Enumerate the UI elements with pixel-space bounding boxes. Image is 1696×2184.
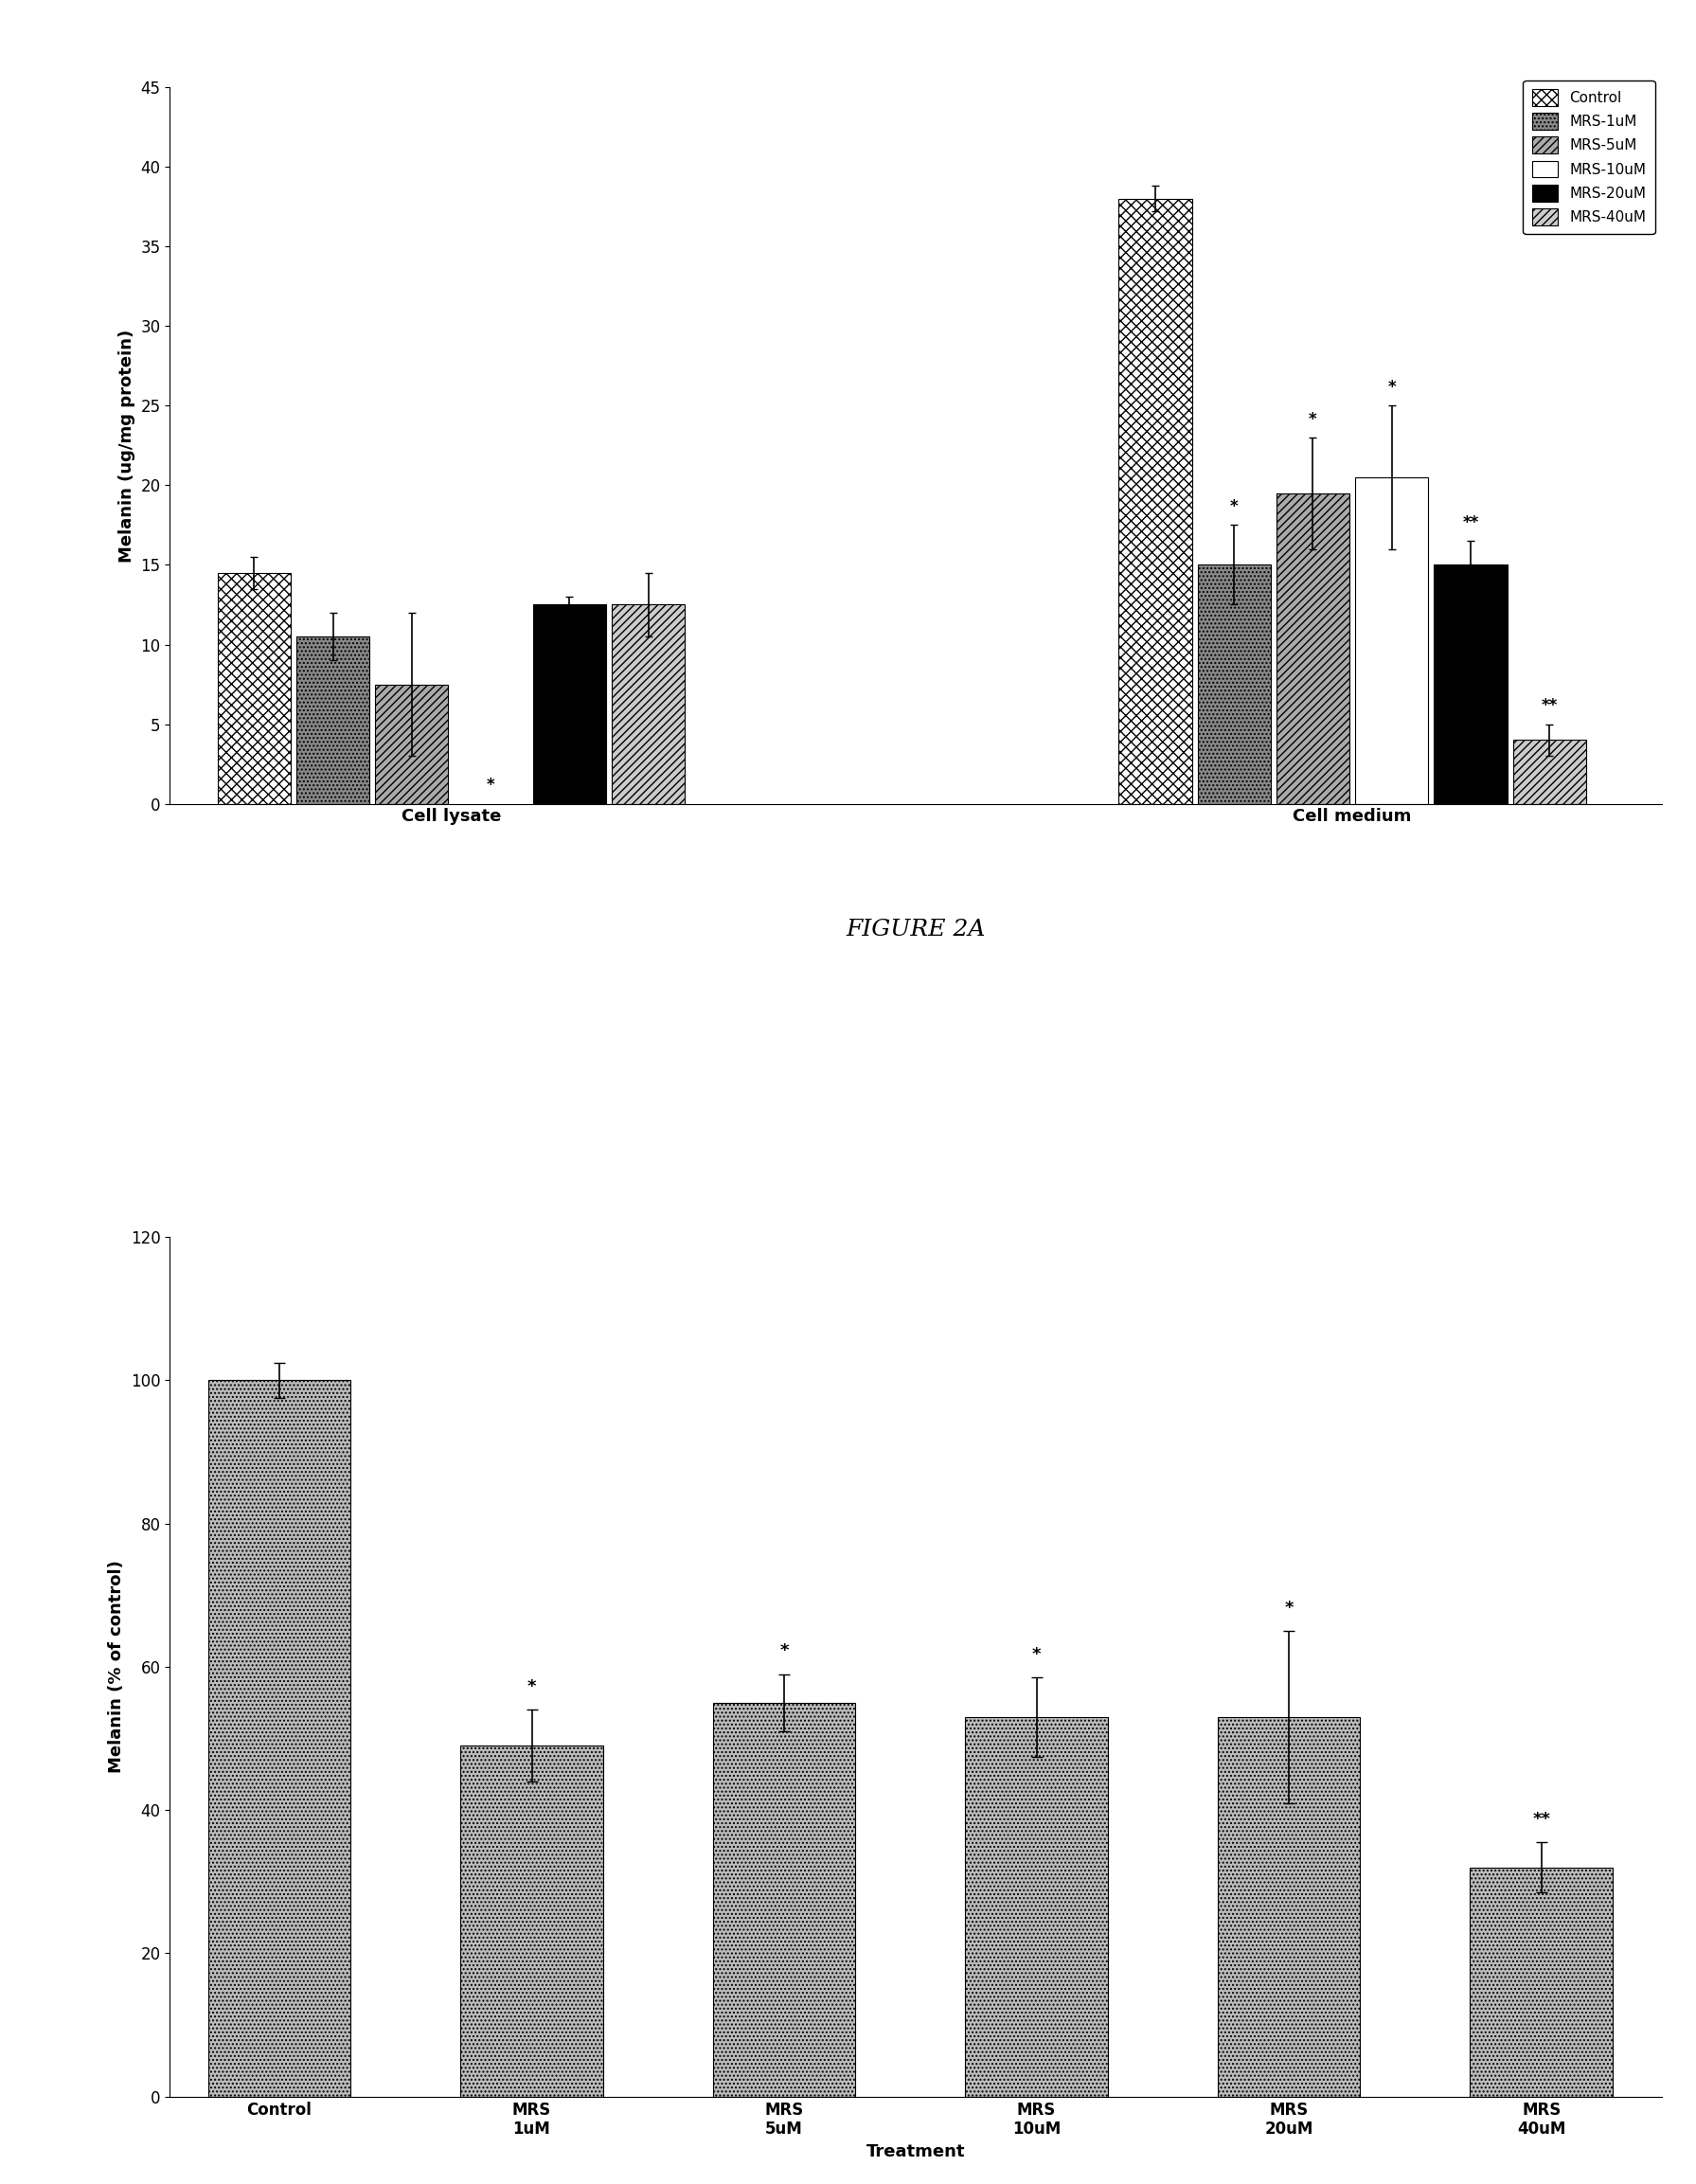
Text: *: * — [1284, 1599, 1294, 1616]
Text: **: ** — [1462, 515, 1479, 531]
Bar — [1218, 1717, 1360, 2097]
Text: *: * — [1309, 411, 1318, 428]
Bar — [1277, 494, 1350, 804]
Bar — [460, 1745, 604, 2097]
Bar — [209, 1380, 351, 2097]
Text: *: * — [487, 778, 495, 795]
Text: *: * — [1033, 1647, 1041, 1664]
Bar — [217, 572, 290, 804]
Text: *: * — [527, 1679, 536, 1695]
Text: **: ** — [1533, 1811, 1550, 1828]
Legend: Control, MRS-1uM, MRS-5uM, MRS-10uM, MRS-20uM, MRS-40uM: Control, MRS-1uM, MRS-5uM, MRS-10uM, MRS… — [1523, 81, 1655, 234]
Bar — [297, 636, 370, 804]
Text: FIGURE 2A: FIGURE 2A — [846, 917, 985, 939]
Bar — [965, 1717, 1107, 2097]
Bar — [533, 605, 605, 804]
X-axis label: Treatment: Treatment — [867, 2143, 965, 2160]
Y-axis label: Melanin (ug/mg protein): Melanin (ug/mg protein) — [119, 330, 136, 561]
Bar — [612, 605, 685, 804]
Y-axis label: Melanin (% of control): Melanin (% of control) — [109, 1559, 126, 1773]
Bar — [1435, 566, 1508, 804]
Bar — [1355, 478, 1428, 804]
Bar — [1119, 199, 1192, 804]
Text: **: ** — [1542, 697, 1557, 714]
Bar — [712, 1704, 855, 2097]
Bar — [1470, 1867, 1613, 2097]
Text: *: * — [1230, 498, 1238, 515]
Bar — [1513, 740, 1586, 804]
Text: *: * — [1387, 380, 1396, 395]
Text: *: * — [780, 1642, 789, 1660]
Bar — [1197, 566, 1270, 804]
Bar — [375, 684, 448, 804]
